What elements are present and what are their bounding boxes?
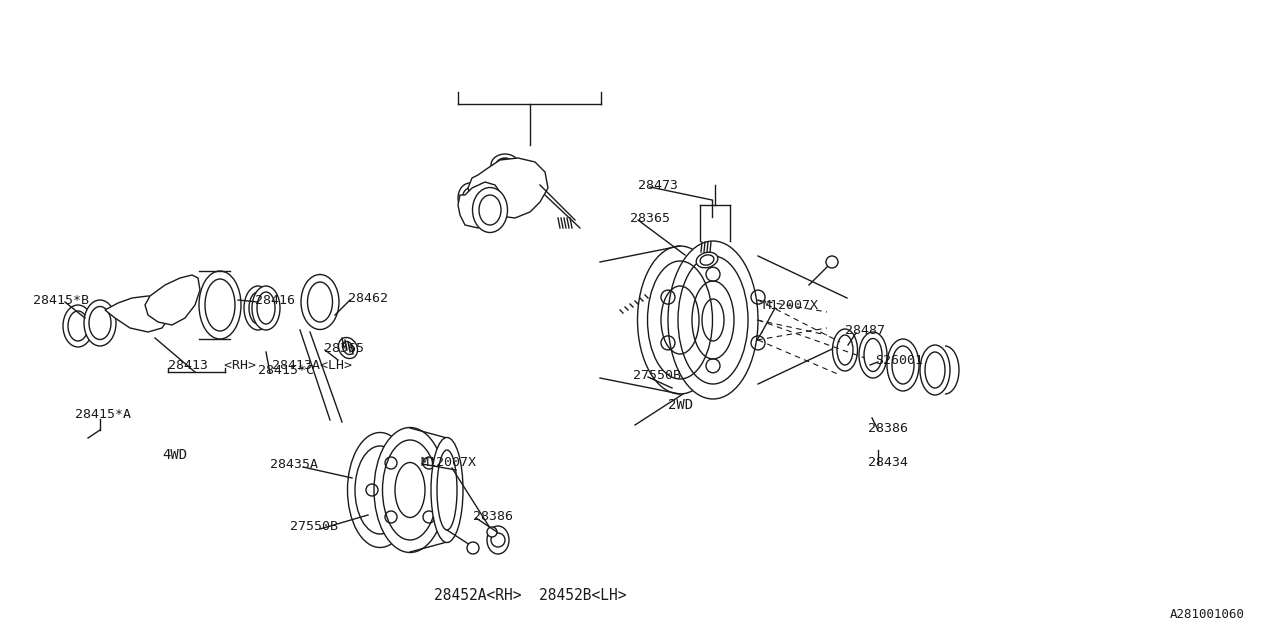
Text: 28386: 28386 — [474, 509, 513, 522]
Text: S26001: S26001 — [876, 353, 923, 367]
Text: 28435A: 28435A — [270, 458, 317, 472]
Text: 28487: 28487 — [845, 323, 884, 337]
Text: 28415*A: 28415*A — [76, 408, 131, 422]
Ellipse shape — [338, 337, 357, 358]
Ellipse shape — [696, 252, 718, 268]
Text: 2WD: 2WD — [668, 398, 694, 412]
Ellipse shape — [668, 241, 758, 399]
Ellipse shape — [832, 329, 858, 371]
Ellipse shape — [486, 526, 509, 554]
Ellipse shape — [252, 286, 280, 330]
Ellipse shape — [492, 154, 518, 176]
Ellipse shape — [637, 246, 722, 394]
Ellipse shape — [472, 188, 507, 232]
Text: 28415*B: 28415*B — [33, 294, 90, 307]
Ellipse shape — [887, 339, 919, 391]
Polygon shape — [458, 182, 500, 228]
Text: 27550B: 27550B — [634, 369, 681, 381]
Text: A281001060: A281001060 — [1170, 609, 1245, 621]
Ellipse shape — [374, 428, 445, 552]
Text: 28452A<RH>  28452B<LH>: 28452A<RH> 28452B<LH> — [434, 588, 626, 602]
Text: M12007X: M12007X — [762, 298, 818, 312]
Polygon shape — [145, 275, 200, 325]
Text: M12007X: M12007X — [420, 456, 476, 468]
Ellipse shape — [859, 332, 887, 378]
Polygon shape — [468, 158, 548, 218]
Ellipse shape — [244, 286, 273, 330]
Text: 28462: 28462 — [348, 291, 388, 305]
Polygon shape — [105, 296, 170, 332]
Text: 4WD: 4WD — [163, 448, 187, 462]
Circle shape — [486, 527, 497, 537]
Ellipse shape — [431, 438, 463, 543]
Circle shape — [826, 256, 838, 268]
Ellipse shape — [920, 345, 950, 395]
Text: 28386: 28386 — [868, 422, 908, 435]
Ellipse shape — [84, 300, 116, 346]
Ellipse shape — [198, 271, 241, 339]
Text: 28365: 28365 — [324, 342, 364, 355]
Text: 28434: 28434 — [868, 456, 908, 468]
Ellipse shape — [458, 183, 483, 213]
Text: 27550B: 27550B — [291, 520, 338, 534]
Text: 28365: 28365 — [630, 211, 669, 225]
Text: 28415*C: 28415*C — [259, 364, 314, 376]
Circle shape — [467, 542, 479, 554]
Text: 28473: 28473 — [637, 179, 678, 191]
Text: 28413  <RH>  28413A<LH>: 28413 <RH> 28413A<LH> — [168, 358, 352, 371]
Ellipse shape — [63, 305, 93, 347]
Ellipse shape — [347, 433, 412, 547]
Ellipse shape — [301, 275, 339, 330]
Text: 28416: 28416 — [255, 294, 294, 307]
